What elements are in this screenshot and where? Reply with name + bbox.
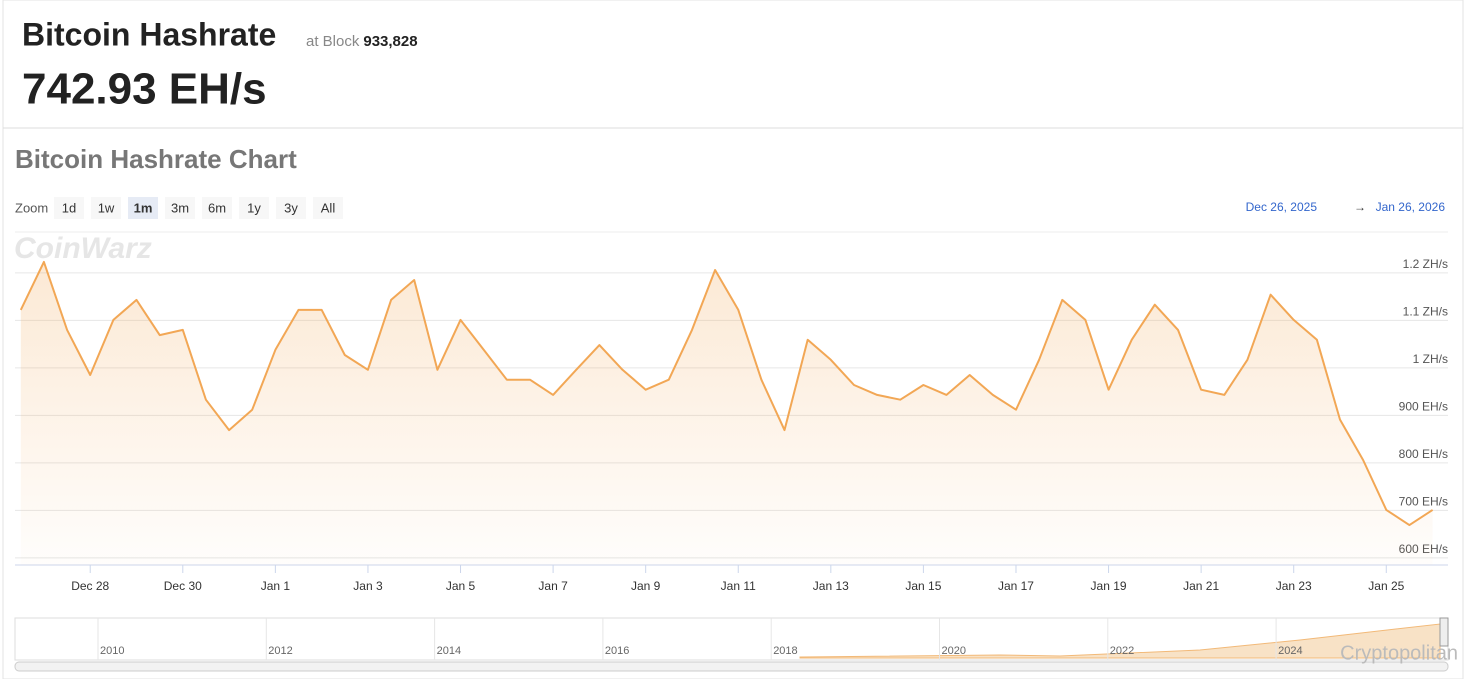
zoom-button[interactable] — [91, 197, 121, 219]
zoom-option: 3y — [284, 200, 298, 215]
current-hashrate: 742.93 EH/s — [22, 65, 267, 114]
x-tick-label: Jan 19 — [1091, 579, 1127, 593]
x-tick-label: Jan 23 — [1276, 579, 1312, 593]
line — [19, 260, 1434, 527]
block-prefix: at Block — [306, 33, 360, 50]
x-tick-label: Jan 21 — [1183, 579, 1219, 593]
zoom-option: 6m — [208, 200, 226, 215]
logo-watermark: CoinWarz — [14, 232, 152, 265]
x-tick-label: Dec 30 — [164, 579, 202, 593]
zoom-button[interactable] — [313, 197, 343, 219]
navigator-label: 2012 — [268, 645, 292, 657]
range-to: Jan 26, 2026 — [1376, 200, 1446, 214]
zoom-button[interactable] — [276, 197, 306, 219]
zoom-label: Zoom — [15, 200, 48, 215]
zoom-button[interactable] — [54, 197, 84, 219]
chart-title: Bitcoin Hashrate Chart — [15, 144, 297, 174]
title: Bitcoin Hashrate — [22, 16, 276, 52]
zoom-option: 1m — [134, 200, 153, 215]
navigator-label: 2016 — [605, 645, 629, 657]
credit-watermark: Cryptopolitan — [1340, 642, 1458, 664]
zoom-button[interactable] — [165, 197, 195, 219]
x-tick-label: Jan 9 — [631, 579, 661, 593]
zoom-button[interactable] — [202, 197, 232, 219]
x-tick-label: Jan 3 — [353, 579, 383, 593]
zoom-option: 1y — [247, 200, 261, 215]
zoom-option: 3m — [171, 200, 189, 215]
zoom-button[interactable] — [128, 197, 158, 219]
x-tick-label: Jan 17 — [998, 579, 1034, 593]
y-tick-label: 1.1 ZH/s — [1403, 305, 1448, 319]
zoom-button[interactable] — [239, 197, 269, 219]
navigator-label: 2014 — [437, 645, 461, 657]
navigator-label: 2018 — [773, 645, 797, 657]
y-tick-label: 700 EH/s — [1399, 495, 1448, 509]
x-tick-label: Jan 11 — [721, 579, 756, 593]
navigator-label: 2022 — [1110, 645, 1134, 657]
navigator-label: 2020 — [942, 645, 966, 657]
x-tick-label: Jan 13 — [813, 579, 849, 593]
area — [20, 261, 1433, 565]
zoom-option: 1d — [62, 200, 76, 215]
y-tick-label: 800 EH/s — [1399, 447, 1448, 461]
block-number: 933,828 — [363, 33, 417, 50]
navigator-handle[interactable] — [1439, 617, 1449, 647]
x-tick-label: Jan 5 — [446, 579, 476, 593]
navigator-series — [799, 623, 1441, 659]
zoom-option: 1w — [98, 200, 115, 215]
y-tick-label: 900 EH/s — [1399, 400, 1448, 414]
zoom-option: All — [321, 200, 336, 215]
navigator-label: 2010 — [100, 645, 124, 657]
x-tick-label: Jan 1 — [261, 579, 291, 593]
x-tick-label: Jan 7 — [538, 579, 568, 593]
range-arrow: → — [1354, 200, 1366, 214]
y-tick-label: 1.2 ZH/s — [1403, 257, 1448, 271]
x-tick-label: Jan 15 — [905, 579, 941, 593]
x-tick-label: Dec 28 — [71, 579, 109, 593]
scrollbar[interactable] — [14, 661, 1449, 672]
x-tick-label: Jan 25 — [1368, 579, 1404, 593]
y-tick-label: 1 ZH/s — [1413, 352, 1448, 366]
navigator-label: 2024 — [1278, 645, 1302, 657]
range-from: Dec 26, 2025 — [1246, 200, 1318, 214]
